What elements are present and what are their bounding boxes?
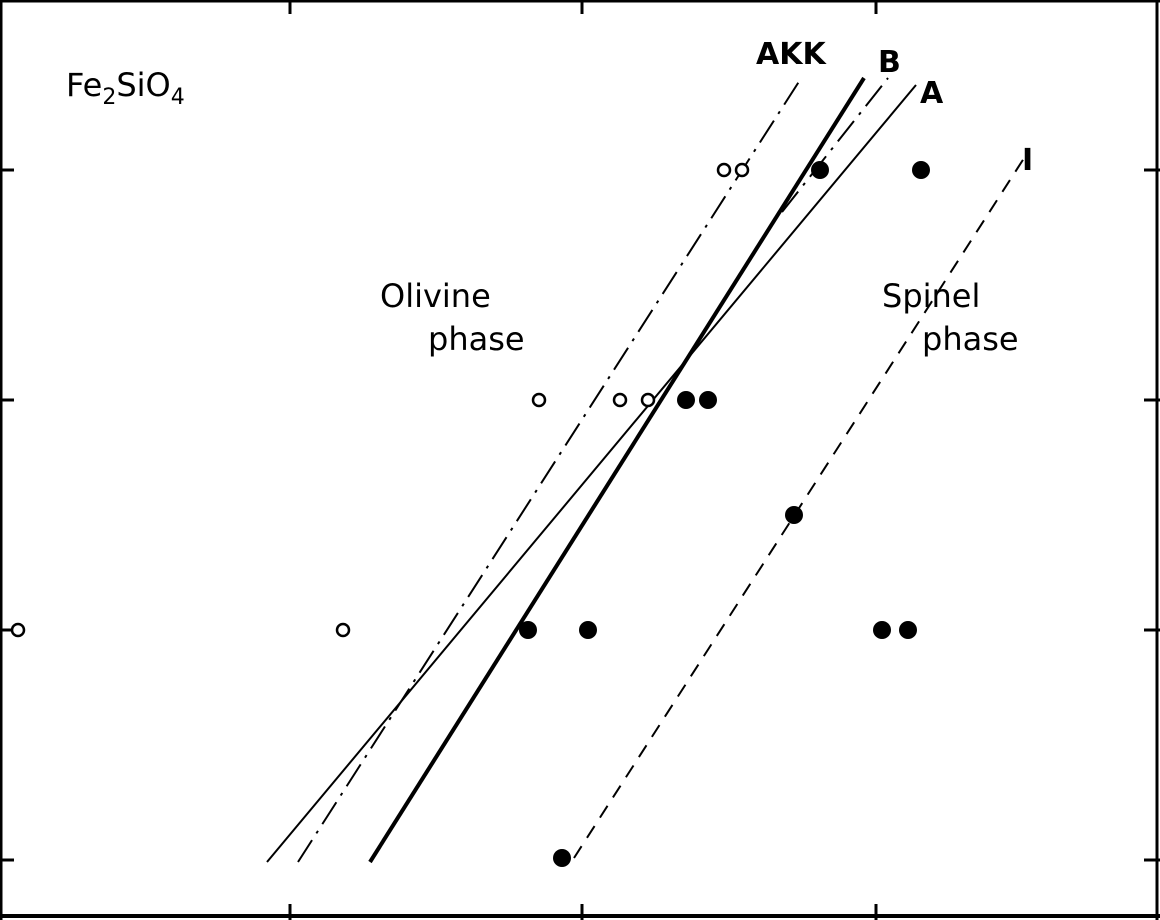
olivine-point-5 (640, 392, 656, 408)
spinel-point-12 (677, 391, 695, 409)
spinel-point-9 (579, 621, 597, 639)
title-sub-2: 4 (171, 85, 185, 110)
olivine-point-3 (531, 392, 547, 408)
olivine-label-line-2: phase (428, 320, 525, 358)
line-label-akk: AKK (756, 37, 827, 72)
spinel-point-10 (873, 621, 891, 639)
title-base-1: Fe (66, 66, 102, 104)
spinel-point-17 (553, 849, 571, 867)
title-sub-1: 2 (102, 85, 116, 110)
line-label-b: B (878, 45, 901, 80)
boundary-line-i (573, 151, 1029, 859)
boundary-lines (266, 76, 1029, 864)
boundary-line-segment-3 (781, 77, 889, 213)
olivine-point-4 (612, 392, 628, 408)
line-label-i: I (1022, 143, 1033, 178)
spinel-point-13 (699, 391, 717, 409)
spinel-label-line-1: Spinel (882, 277, 980, 315)
spinel-point-8 (519, 621, 537, 639)
boundary-line-akk (297, 79, 801, 863)
spinel-point-16 (912, 161, 930, 179)
chart-title: Fe2SiO4 (66, 66, 185, 110)
title-base-2: SiO (116, 66, 170, 104)
olivine-point-7 (734, 162, 750, 178)
data-points (10, 161, 930, 867)
line-label-a: A (920, 76, 944, 111)
olivine-label-line-1: Olivine (380, 277, 491, 315)
spinel-point-15 (811, 161, 829, 179)
spinel-point-11 (899, 621, 917, 639)
boundary-line-b (368, 76, 866, 864)
boundary-line-a (266, 84, 917, 863)
spinel-label-line-2: phase (922, 320, 1019, 358)
spinel-point-14 (785, 506, 803, 524)
olivine-point-1 (10, 622, 26, 638)
olivine-point-2 (335, 622, 351, 638)
olivine-point-6 (716, 162, 732, 178)
